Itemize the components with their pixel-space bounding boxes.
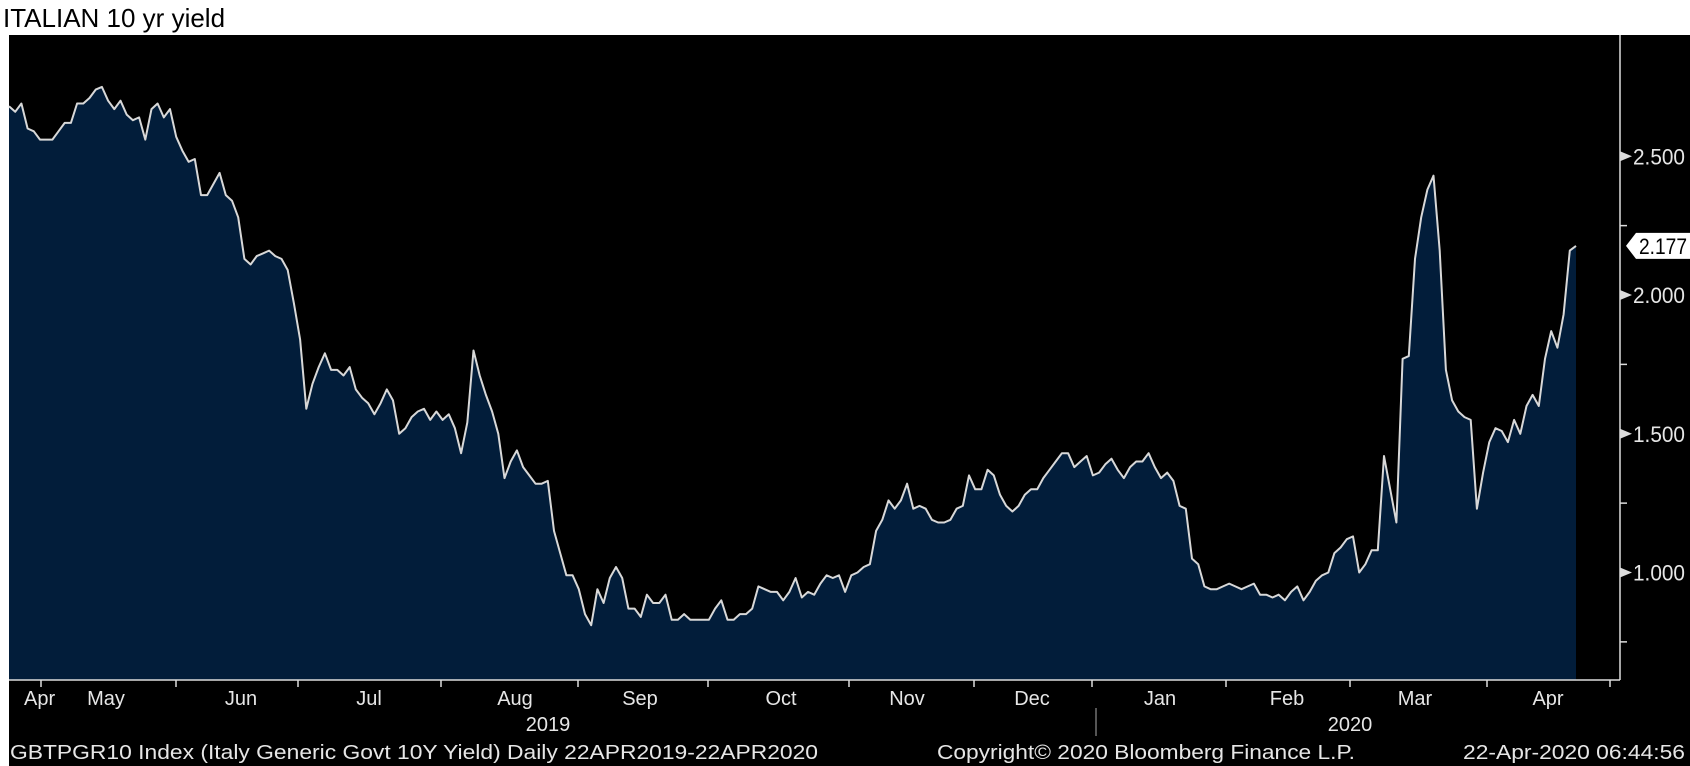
last-value-tag (1626, 232, 1690, 259)
x-axis: Apr May Jun Jul Aug Sep Oct Nov Dec Jan Feb Mar Apr 2… (9, 679, 1620, 736)
footer-timestamp: 22-Apr-2020 06:44:56 (1463, 742, 1685, 764)
x-month-label: Feb (1270, 688, 1304, 710)
last-value-label: 2.177 (1639, 234, 1687, 259)
x-month-label: Jan (1144, 688, 1176, 710)
x-year-label: 2019 (526, 714, 571, 736)
x-month-label: Jun (225, 688, 257, 710)
x-month-label: Aug (497, 688, 533, 710)
x-month-label: Dec (1014, 688, 1050, 710)
y-tick-marker (1620, 290, 1632, 300)
x-month-label: Sep (622, 688, 658, 710)
y-tick-label: 1.000 (1633, 561, 1685, 586)
footer-copyright: Copyright© 2020 Bloomberg Finance L.P. (937, 742, 1355, 764)
chart-title: ITALIAN 10 yr yield (3, 3, 226, 33)
area-fill (9, 86, 1576, 680)
x-month-label: Apr (1532, 688, 1563, 710)
y-axis: 1.000 1.500 2.000 2.500 2.177 (1619, 35, 1690, 680)
x-month-label: Nov (889, 688, 925, 710)
series-line (8, 85, 1577, 627)
x-month-label: Jul (356, 688, 382, 710)
y-tick-marker (1620, 151, 1632, 162)
y-tick-marker (1620, 567, 1632, 578)
y-tick-marker (1620, 428, 1632, 439)
x-month-label: Oct (765, 688, 797, 710)
x-month-label: Mar (1398, 688, 1433, 710)
x-year-label: 2020 (1328, 714, 1373, 736)
x-month-label: May (87, 688, 125, 710)
y-tick-label: 2.500 (1633, 144, 1685, 169)
y-tick-label: 2.000 (1633, 283, 1685, 308)
y-tick-label: 1.500 (1633, 422, 1685, 447)
footer-security: GBTPGR10 Index (Italy Generic Govt 10Y Y… (10, 742, 818, 764)
plot-area (8, 85, 1577, 680)
x-month-label: Apr (24, 688, 55, 710)
